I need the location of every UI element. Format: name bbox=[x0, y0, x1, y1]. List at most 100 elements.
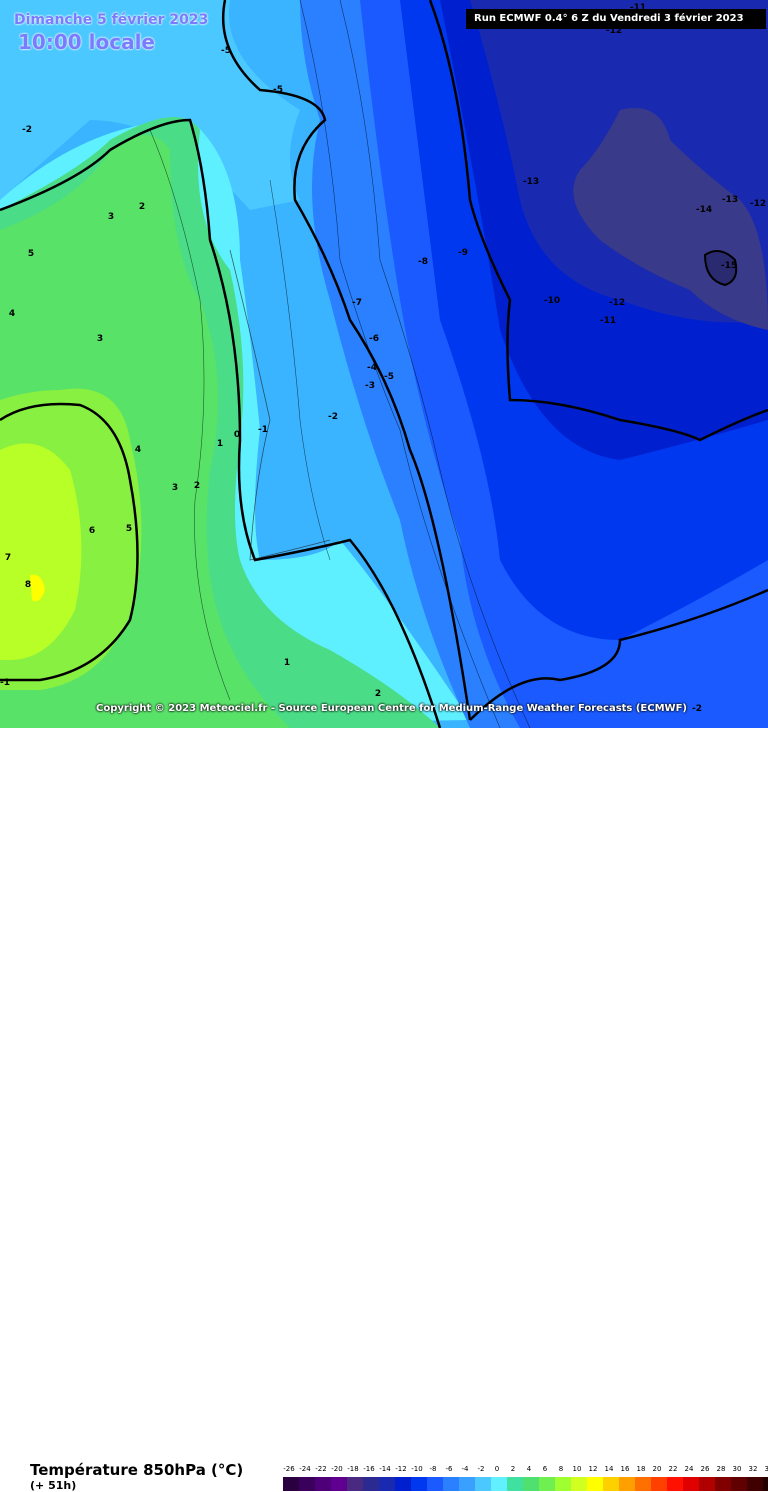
legend-swatch bbox=[635, 1477, 651, 1491]
isotherm-label: -2 bbox=[328, 412, 338, 422]
legend-tick-label: -18 bbox=[347, 1465, 359, 1473]
isotherm-label: -13 bbox=[523, 177, 539, 187]
legend-swatch bbox=[347, 1477, 363, 1491]
legend-tick-label: 8 bbox=[558, 1465, 564, 1473]
isotherm-label: -4 bbox=[367, 363, 377, 373]
legend-tick-label: 20 bbox=[652, 1465, 662, 1473]
legend-swatch bbox=[763, 1477, 768, 1491]
legend-swatch bbox=[315, 1477, 331, 1491]
isotherm-label: -1 bbox=[258, 425, 268, 435]
isotherm-minus-10 bbox=[428, 0, 768, 442]
isotherm-label: 1 bbox=[284, 658, 290, 668]
legend-tick-label: -14 bbox=[379, 1465, 391, 1473]
isotherm-label: -9 bbox=[458, 248, 468, 258]
legend-swatch bbox=[571, 1477, 587, 1491]
isotherm-label: 7 bbox=[5, 553, 11, 563]
isotherm-label: 2 bbox=[375, 689, 381, 699]
legend-swatch bbox=[427, 1477, 443, 1491]
isotherm-label: -7 bbox=[352, 298, 362, 308]
legend-swatch bbox=[299, 1477, 315, 1491]
isotherm-label: -15 bbox=[721, 261, 737, 271]
legend-swatch bbox=[539, 1477, 555, 1491]
isotherm-label: -2 bbox=[22, 125, 32, 135]
isotherm-label: -5 bbox=[273, 85, 283, 95]
legend-swatch bbox=[475, 1477, 491, 1491]
lead-time: (+ 51h) bbox=[30, 1479, 77, 1492]
legend-tick-label: 6 bbox=[542, 1465, 548, 1473]
thin-contour-1 bbox=[299, 0, 501, 728]
legend-tick-label: 24 bbox=[684, 1465, 694, 1473]
isotherm-label: 8 bbox=[25, 580, 31, 590]
legend-tick-label: -26 bbox=[283, 1465, 295, 1473]
legend-tick-label: 28 bbox=[716, 1465, 726, 1473]
forecast-date: Dimanche 5 février 2023 bbox=[14, 12, 209, 28]
legend-tick-label: -4 bbox=[461, 1465, 469, 1473]
legend-tick-label: 0 bbox=[494, 1465, 500, 1473]
legend-tick-label: -2 bbox=[477, 1465, 485, 1473]
isotherm-label: 4 bbox=[9, 309, 15, 319]
legend-tick-label: 10 bbox=[572, 1465, 582, 1473]
legend-swatch bbox=[459, 1477, 475, 1491]
legend-swatch bbox=[667, 1477, 683, 1491]
isotherm-label: -5 bbox=[221, 46, 231, 56]
legend-swatch bbox=[699, 1477, 715, 1491]
isotherm-label: -6 bbox=[369, 334, 379, 344]
legend-tick-label: -8 bbox=[429, 1465, 437, 1473]
run-info: Run ECMWF 0.4° 6 Z du Vendredi 3 février… bbox=[466, 9, 766, 29]
legend-tick-label: 16 bbox=[620, 1465, 630, 1473]
legend-tick-label: 26 bbox=[700, 1465, 710, 1473]
isotherm-label: 5 bbox=[126, 524, 132, 534]
band-plus-7 bbox=[0, 443, 82, 660]
isotherm-label: -10 bbox=[544, 296, 560, 306]
isotherm-label: 3 bbox=[108, 212, 114, 222]
forecast-time: 10:00 locale bbox=[18, 30, 155, 54]
isotherm-minus-5 bbox=[221, 0, 472, 721]
isotherm-label: -13 bbox=[722, 195, 738, 205]
legend-swatch bbox=[587, 1477, 603, 1491]
isotherm-label: -12 bbox=[606, 26, 622, 36]
isotherm-plus-5 bbox=[0, 402, 139, 682]
isotherm-label: -12 bbox=[609, 298, 625, 308]
isotherm-minus-10-south bbox=[469, 588, 768, 721]
isotherm-label: 4 bbox=[135, 445, 141, 455]
legend-swatch bbox=[555, 1477, 571, 1491]
isotherm-label: -11 bbox=[630, 3, 646, 13]
legend-tick-label: 12 bbox=[588, 1465, 598, 1473]
isotherm-label: 6 bbox=[89, 526, 95, 536]
isotherm-label: -8 bbox=[418, 257, 428, 267]
legend-tick-label: 14 bbox=[604, 1465, 614, 1473]
legend-tick-label: -6 bbox=[445, 1465, 453, 1473]
thin-contour-2 bbox=[339, 0, 531, 728]
legend-swatch bbox=[363, 1477, 379, 1491]
legend-tick-label: -12 bbox=[395, 1465, 407, 1473]
temperature-map: -11 -12 -5 -5 -2 -13 -14 -13 -12 3 2 -9 -8 5 -15 -10 -12… bbox=[0, 0, 768, 728]
legend-swatches bbox=[283, 1477, 768, 1491]
thin-contour-4 bbox=[269, 179, 331, 561]
legend-swatch bbox=[507, 1477, 523, 1491]
legend-tick-label: 30 bbox=[732, 1465, 742, 1473]
legend-swatch bbox=[715, 1477, 731, 1491]
legend-swatch bbox=[331, 1477, 347, 1491]
legend-swatch bbox=[379, 1477, 395, 1491]
legend-tick-label: 2 bbox=[510, 1465, 516, 1473]
legend-tick-label: -16 bbox=[363, 1465, 375, 1473]
legend-tick-label: -24 bbox=[299, 1465, 311, 1473]
isotherm-label: -2 bbox=[692, 704, 702, 714]
legend-tick-label: -22 bbox=[315, 1465, 327, 1473]
legend-swatch bbox=[683, 1477, 699, 1491]
legend-swatch bbox=[395, 1477, 411, 1491]
isotherm-label: 2 bbox=[194, 481, 200, 491]
variable-title: Température 850hPa (°C) bbox=[30, 1461, 244, 1479]
legend-tick-label: 34 bbox=[764, 1465, 768, 1473]
legend-swatch bbox=[603, 1477, 619, 1491]
isotherm-label: -3 bbox=[365, 381, 375, 391]
legend-swatch bbox=[619, 1477, 635, 1491]
band-plus-8 bbox=[30, 574, 45, 602]
legend-tick-label: -10 bbox=[411, 1465, 423, 1473]
legend-tick-label: 4 bbox=[526, 1465, 532, 1473]
legend-swatch bbox=[443, 1477, 459, 1491]
coastline bbox=[229, 249, 331, 561]
